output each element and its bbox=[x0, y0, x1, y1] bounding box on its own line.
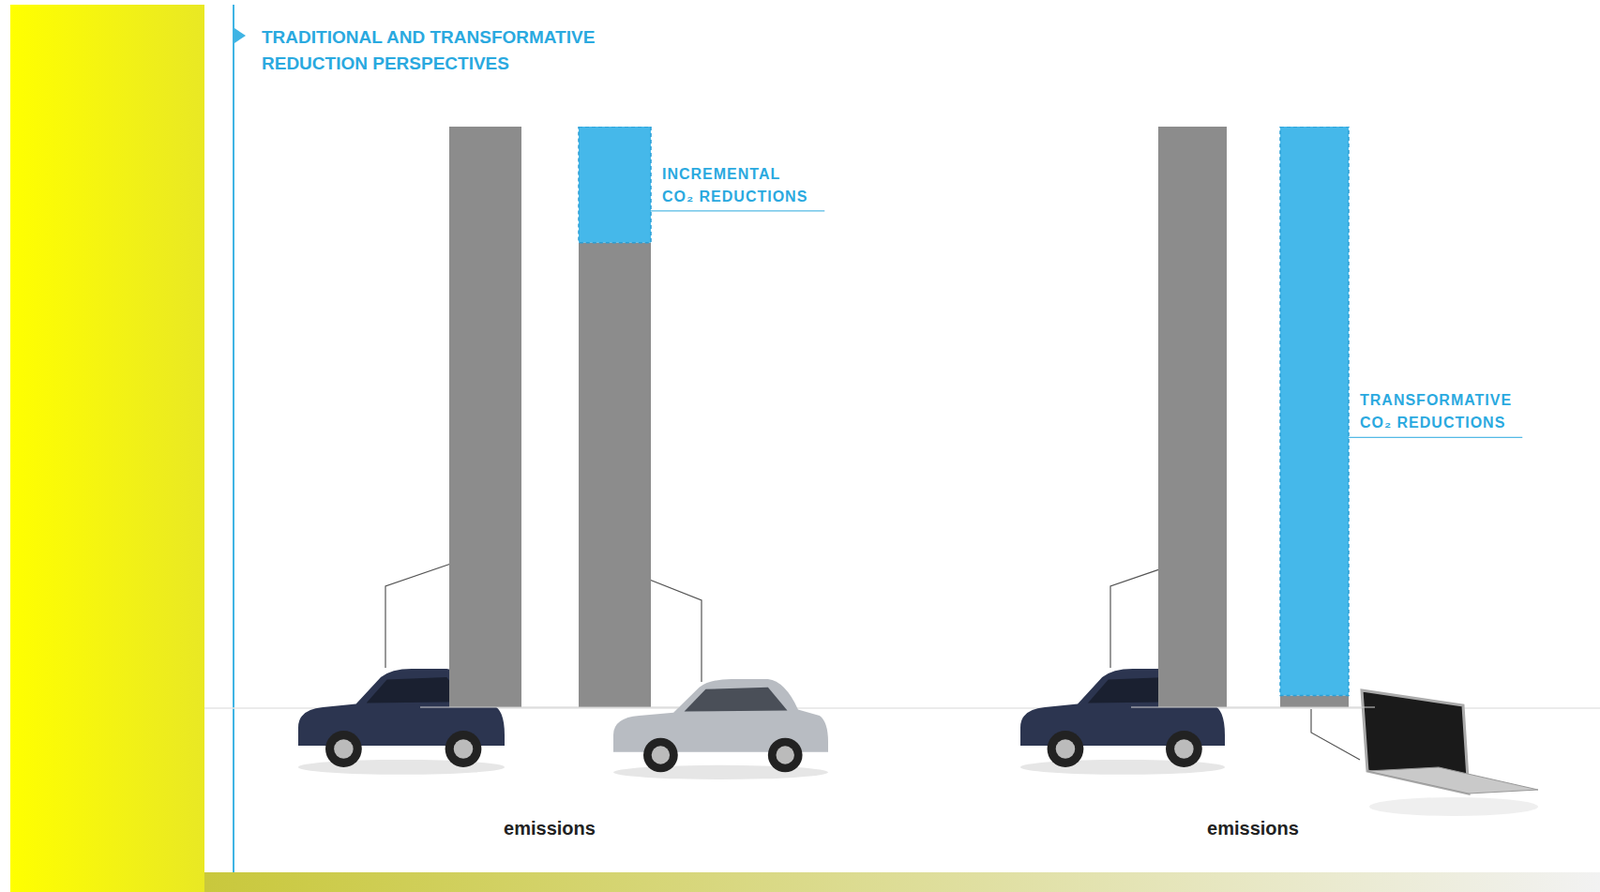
html-text:TRADITIONAL AND TRANSFORMATIVE: TRADITIONAL AND TRANSFORMATIVE REDUCTION… bbox=[261, 27, 595, 74]
svg-text:CO₂ REDUCTIONS: CO₂ REDUCTIONS bbox=[662, 188, 808, 205]
svg-text:CO₂ REDUCTIONS: CO₂ REDUCTIONS bbox=[1359, 414, 1506, 431]
svg-text:INCREMENTAL: INCREMENTAL bbox=[662, 166, 781, 182]
svg-text:emissions: emissions bbox=[1207, 817, 1299, 839]
svg-text:emissions: emissions bbox=[503, 817, 596, 839]
svg-text:TRANSFORMATIVE: TRANSFORMATIVE bbox=[1359, 392, 1512, 408]
